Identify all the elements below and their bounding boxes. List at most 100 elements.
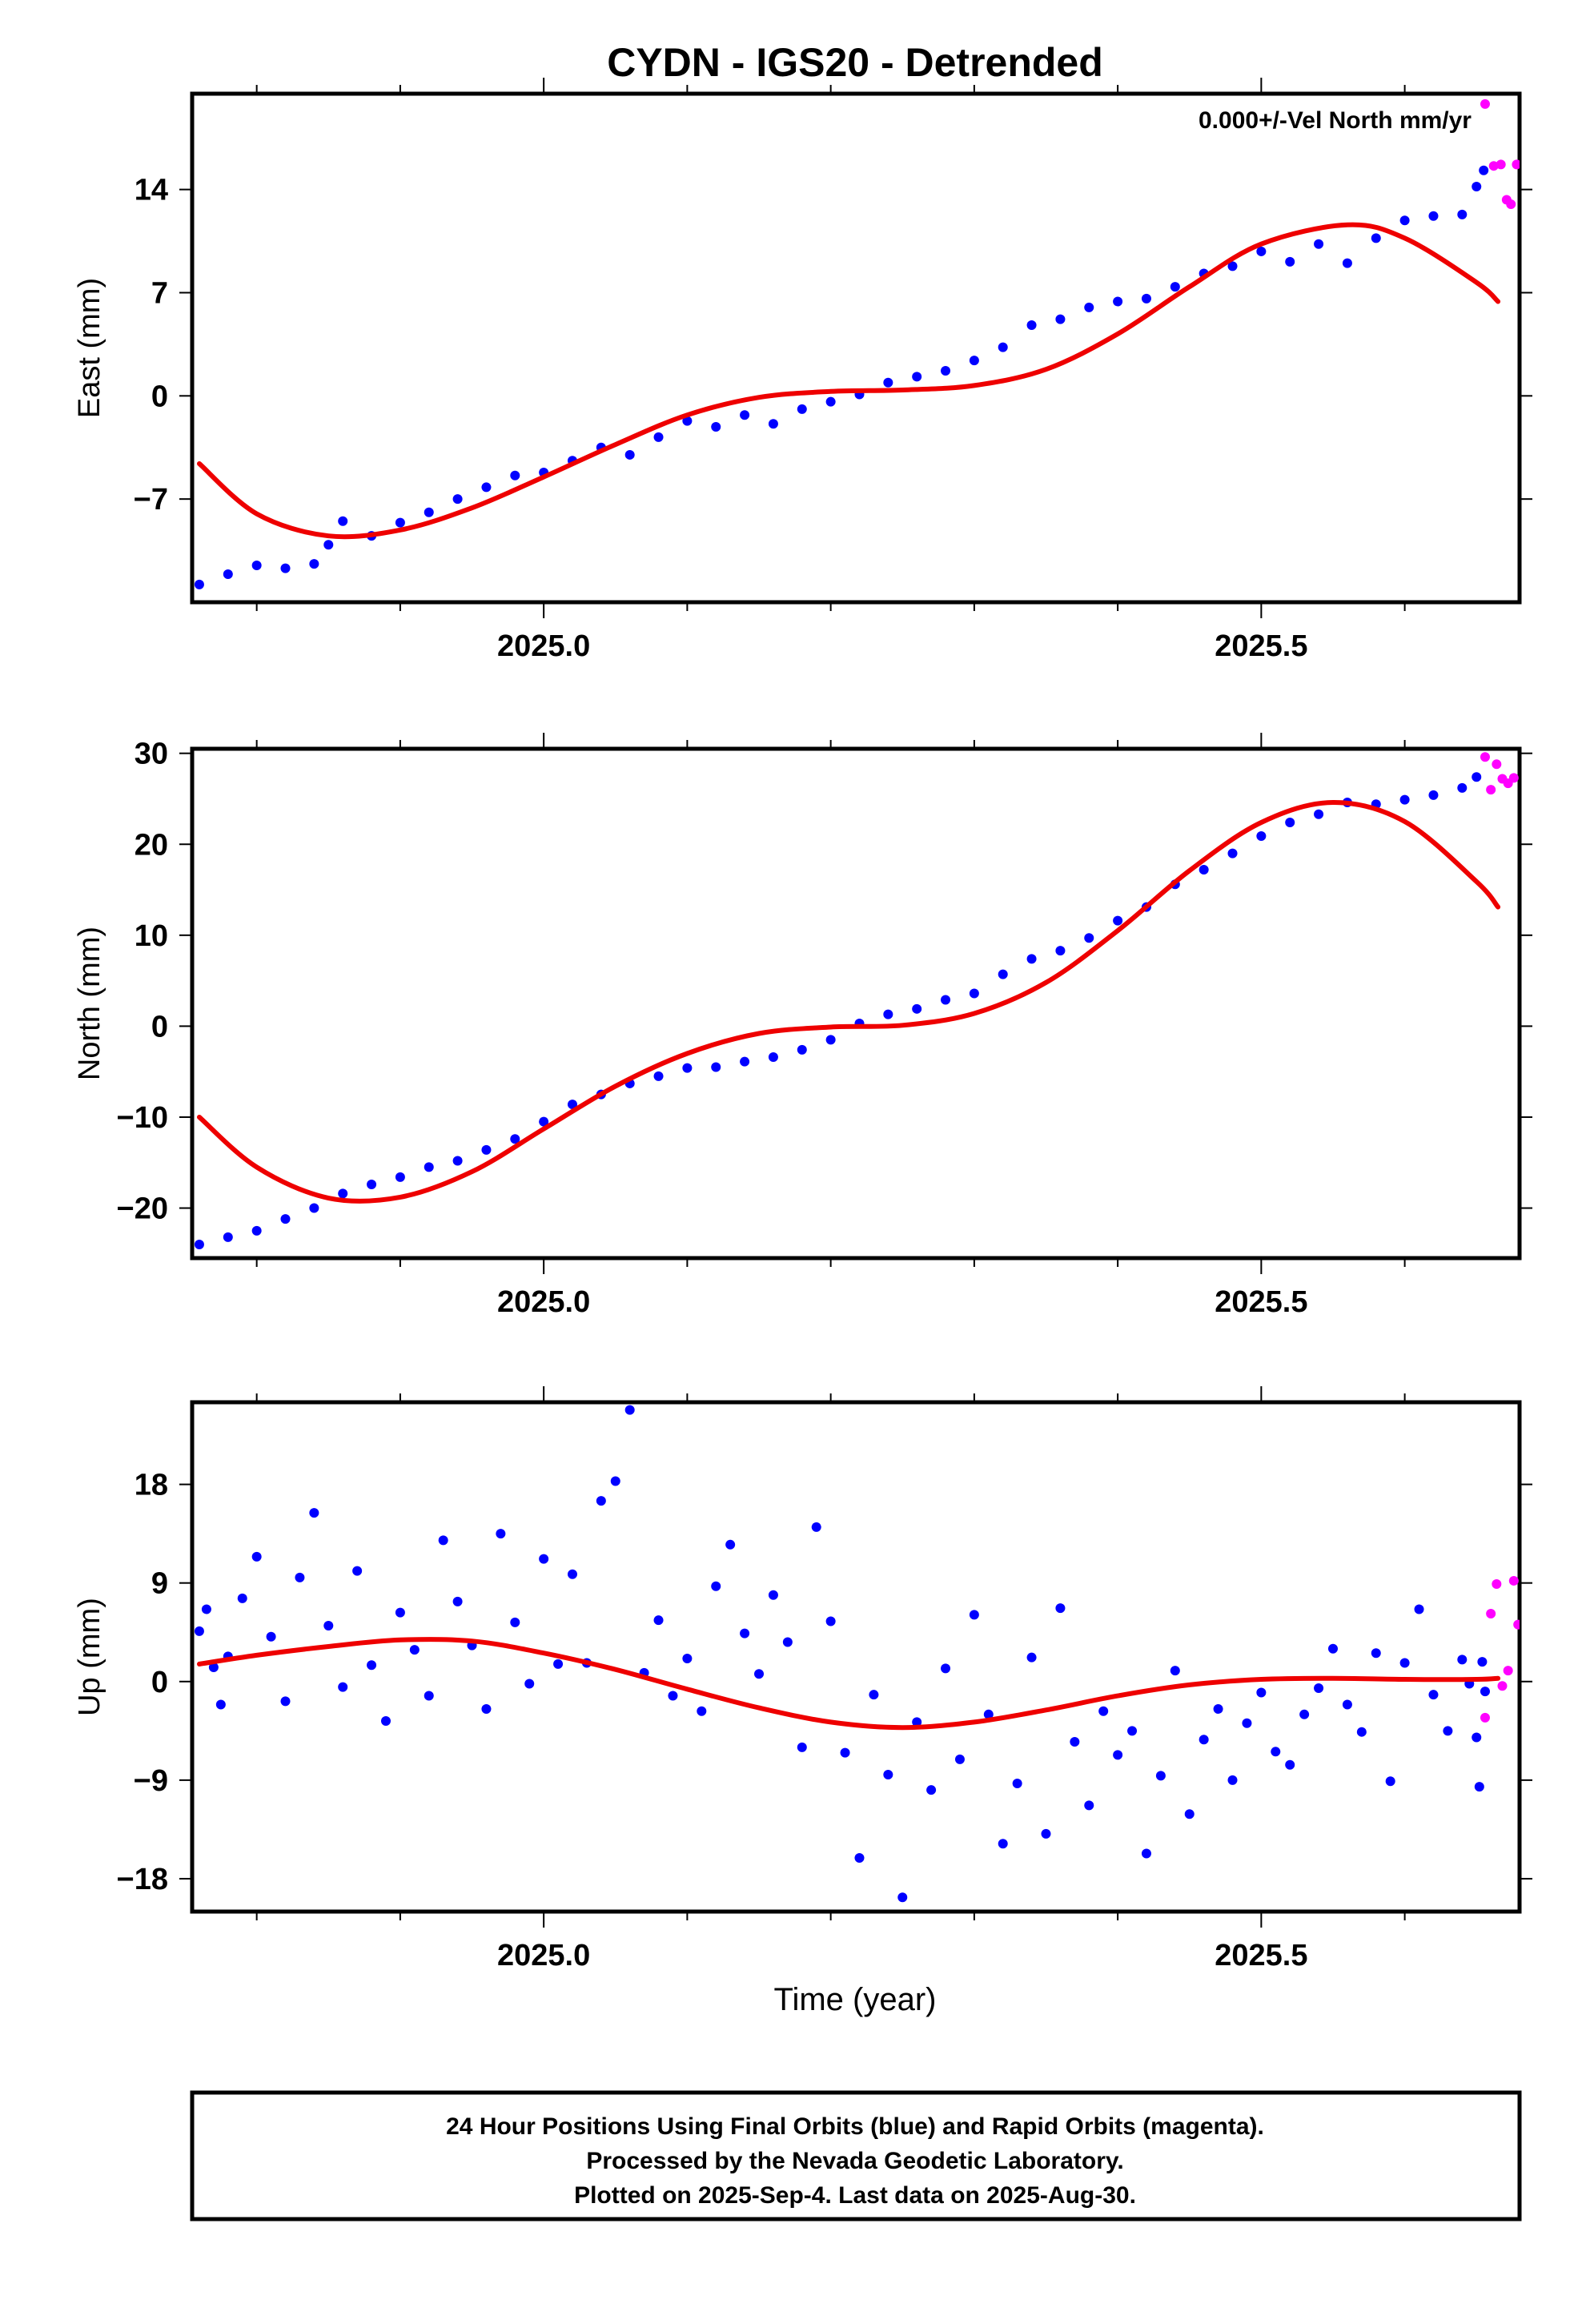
up-final-point xyxy=(524,1679,535,1689)
up-rapid-point xyxy=(1503,1666,1513,1676)
north-y-tick-label: 20 xyxy=(135,828,168,862)
east-final-point xyxy=(1472,181,1482,191)
up-final-point xyxy=(1371,1648,1381,1659)
north-final-point xyxy=(367,1180,377,1190)
east-final-point xyxy=(825,396,836,407)
up-final-point xyxy=(697,1706,707,1716)
east-final-point xyxy=(309,559,319,569)
up-panel: 18 9 0 −9 −18 2025.0 2025.5 Up (mm) xyxy=(73,1386,1532,1972)
east-final-point xyxy=(768,419,778,429)
north-final-point xyxy=(1285,817,1295,827)
north-final-point xyxy=(1227,848,1238,858)
east-final-point xyxy=(653,432,664,442)
north-rapid-point xyxy=(1480,752,1490,762)
up-final-point xyxy=(1199,1735,1209,1745)
east-final-point xyxy=(481,482,492,493)
east-final-point xyxy=(941,366,951,376)
up-final-point xyxy=(740,1628,750,1638)
north-final-point xyxy=(653,1071,664,1081)
up-final-point xyxy=(452,1596,463,1606)
up-final-point xyxy=(768,1590,778,1600)
east-final-point xyxy=(969,356,979,366)
up-final-point xyxy=(251,1551,262,1562)
up-final-point xyxy=(266,1631,276,1642)
up-final-point xyxy=(1227,1775,1238,1785)
up-final-point xyxy=(496,1529,506,1539)
east-annotation: 0.000+/-Vel North mm/yr xyxy=(1199,107,1472,134)
up-final-point xyxy=(825,1616,836,1626)
north-final-point xyxy=(1457,782,1468,793)
up-final-point xyxy=(352,1566,363,1576)
east-final-point xyxy=(1457,209,1468,219)
up-final-point xyxy=(280,1696,291,1707)
up-final-point xyxy=(883,1770,893,1780)
north-final-point xyxy=(1314,809,1324,819)
up-rapid-point xyxy=(1513,1619,1520,1630)
up-final-point xyxy=(1055,1603,1066,1614)
north-final-point xyxy=(1472,772,1482,782)
east-rapid-point xyxy=(1496,159,1506,170)
up-final-point xyxy=(1428,1690,1439,1700)
north-y-tick-label: 30 xyxy=(135,738,168,771)
up-y-axis-label: Up (mm) xyxy=(73,1598,106,1716)
east-y-tick-label: 14 xyxy=(135,174,168,207)
east-final-point xyxy=(194,579,204,589)
up-final-point xyxy=(653,1615,664,1626)
up-final-point xyxy=(1399,1658,1410,1668)
east-fit-curve xyxy=(197,222,1501,540)
north-final-point xyxy=(740,1056,750,1067)
up-final-point xyxy=(1127,1726,1138,1736)
north-final-point xyxy=(969,988,979,999)
east-x-tick-label: 2025.5 xyxy=(1215,629,1307,663)
up-rapid-point xyxy=(1486,1608,1496,1618)
up-marks xyxy=(194,1405,1520,1903)
east-final-point xyxy=(682,416,693,426)
east-final-point xyxy=(624,449,635,460)
up-final-point xyxy=(1070,1737,1080,1747)
chart-title: CYDN - IGS20 - Detrended xyxy=(607,40,1103,85)
east-y-axis-label: East (mm) xyxy=(73,278,106,418)
up-rapid-point xyxy=(1497,1681,1508,1691)
up-final-point xyxy=(438,1535,448,1546)
x-axis-label: Time (year) xyxy=(774,1982,937,2017)
east-final-point xyxy=(395,517,405,528)
north-fit-curve xyxy=(197,799,1501,1204)
east-final-point xyxy=(1055,314,1066,324)
up-final-point xyxy=(295,1572,305,1582)
up-final-point xyxy=(897,1892,908,1903)
up-final-point xyxy=(682,1654,693,1664)
north-final-point xyxy=(825,1035,836,1045)
north-final-point xyxy=(1026,954,1037,964)
up-final-point xyxy=(1242,1718,1252,1728)
up-final-point xyxy=(367,1660,377,1671)
up-final-point xyxy=(1098,1706,1109,1716)
east-x-tick-label: 2025.0 xyxy=(497,629,590,663)
north-final-point xyxy=(223,1232,233,1242)
up-final-point xyxy=(1026,1652,1037,1663)
up-final-point xyxy=(1141,1848,1151,1859)
up-final-point xyxy=(941,1663,951,1674)
east-final-point xyxy=(1371,233,1381,243)
north-rapid-point xyxy=(1486,785,1496,795)
east-panel: 14 7 0 −7 2025.0 2025.5 East (mm) 0.000+/-Vel N… xyxy=(73,78,1532,663)
up-final-point xyxy=(797,1742,807,1752)
north-final-point xyxy=(912,1003,922,1014)
north-final-point xyxy=(883,1009,893,1019)
north-final-point xyxy=(539,1116,549,1127)
north-final-point xyxy=(1428,790,1439,800)
north-final-point xyxy=(1256,831,1267,842)
up-final-point xyxy=(201,1604,211,1614)
north-final-point xyxy=(338,1188,348,1199)
east-rapid-point xyxy=(1506,199,1516,210)
up-final-point xyxy=(596,1496,606,1506)
up-final-point xyxy=(215,1699,226,1710)
up-final-point xyxy=(1285,1759,1295,1770)
up-final-point xyxy=(969,1610,979,1620)
up-rapid-point xyxy=(1508,1575,1519,1586)
north-final-point xyxy=(998,969,1008,979)
up-final-point xyxy=(1155,1771,1166,1781)
up-final-point xyxy=(1256,1687,1267,1698)
north-panel: 30 20 10 0 −10 −20 2025.0 2025.5 North (mm) xyxy=(73,733,1532,1319)
up-final-point xyxy=(380,1716,391,1727)
